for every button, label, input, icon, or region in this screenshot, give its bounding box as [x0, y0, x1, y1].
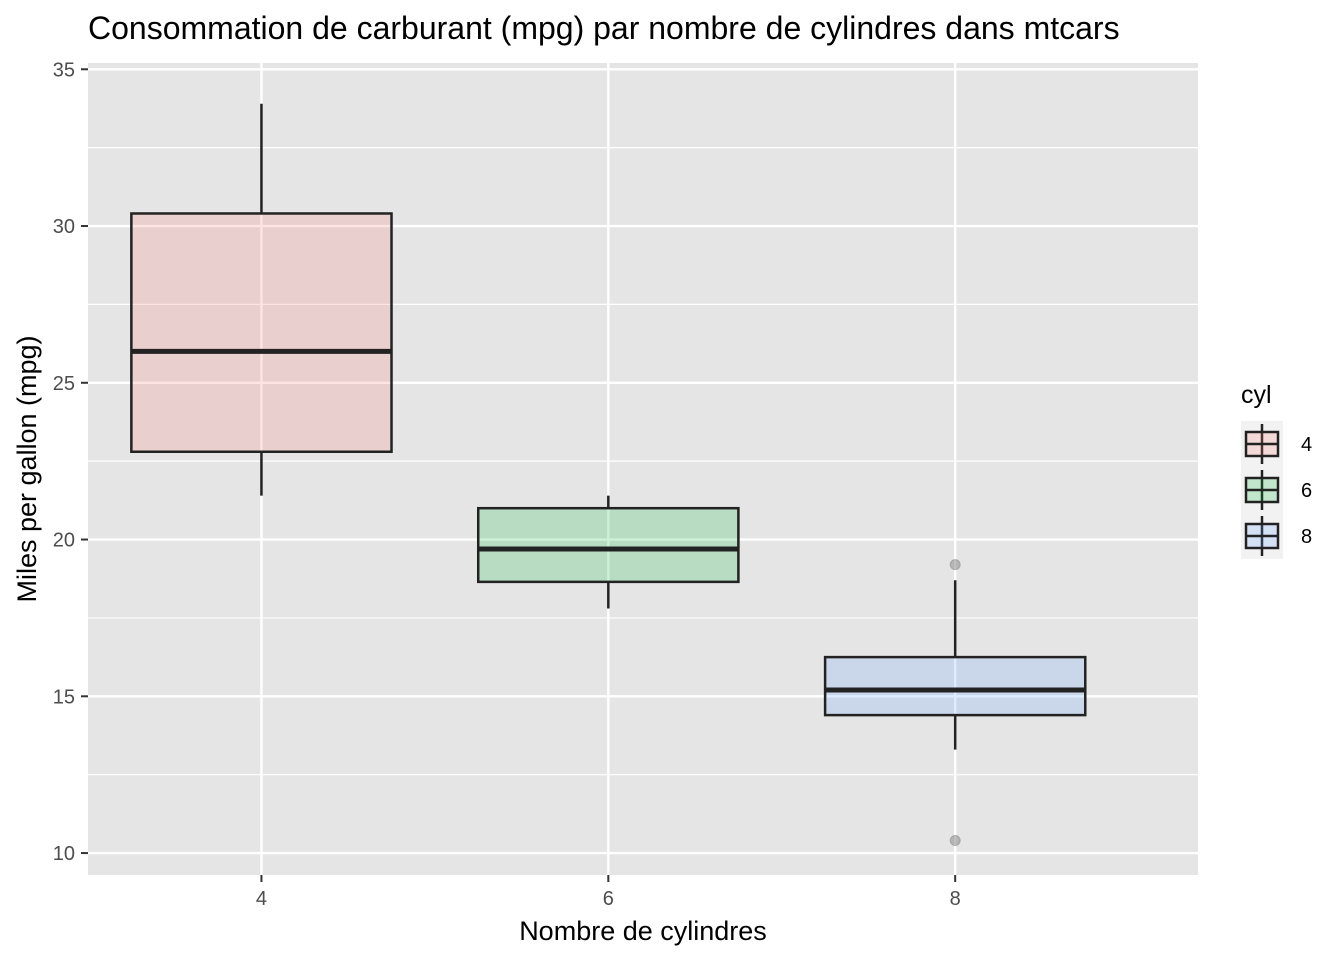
box-group-8 — [823, 559, 1087, 847]
x-axis-title: Nombre de cylindres — [519, 916, 767, 946]
legend-entry-4: 4 — [1241, 421, 1312, 467]
legend: cyl 4 6 8 — [1241, 381, 1312, 559]
chart-title: Consommation de carburant (mpg) par nomb… — [88, 10, 1120, 46]
legend-label: 6 — [1301, 480, 1312, 502]
y-tick-label: 35 — [53, 59, 75, 81]
y-axis-title: Miles per gallon (mpg) — [12, 335, 42, 602]
box — [823, 655, 1087, 717]
legend-entry-8: 8 — [1241, 513, 1312, 559]
box-group-6 — [476, 495, 740, 609]
y-tick-label: 30 — [53, 216, 75, 238]
x-tick-label: 4 — [256, 888, 267, 910]
y-tick-label: 10 — [53, 843, 75, 865]
outlier-point — [949, 835, 961, 847]
box — [476, 506, 740, 584]
x-tick-label: 6 — [603, 888, 614, 910]
legend-title: cyl — [1241, 381, 1272, 409]
x-tick-label: 8 — [950, 888, 961, 910]
box — [130, 212, 393, 454]
outlier-point — [949, 559, 961, 571]
legend-label: 4 — [1301, 434, 1312, 456]
axes: 10 15 20 25 30 35 4 6 8 — [53, 59, 961, 910]
legend-entry-6: 6 — [1241, 467, 1312, 513]
y-tick-label: 15 — [53, 686, 75, 708]
legend-label: 8 — [1301, 526, 1312, 548]
boxplots — [130, 103, 1087, 847]
plot-panel — [88, 63, 1198, 875]
y-tick-label: 25 — [53, 373, 75, 395]
y-tick-label: 20 — [53, 530, 75, 552]
box-group-4 — [130, 103, 393, 496]
